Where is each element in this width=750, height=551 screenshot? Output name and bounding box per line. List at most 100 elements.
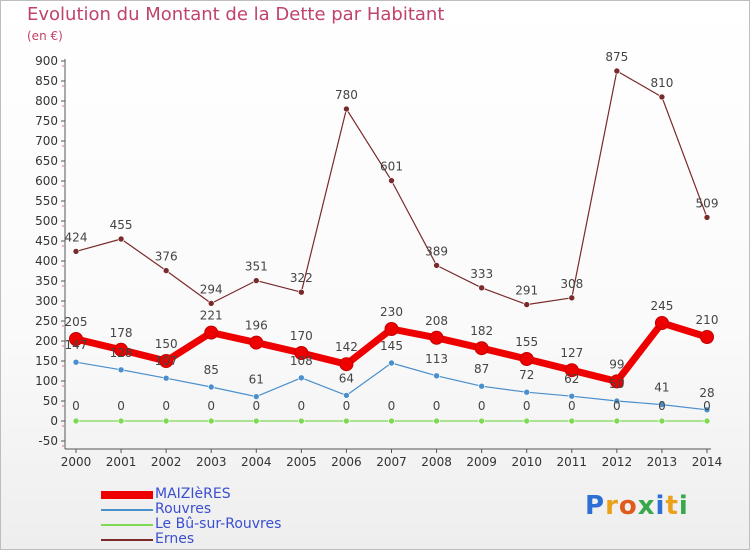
data-label: 0 [252,399,260,413]
x-tick-label: 2010 [511,455,542,469]
data-point [204,325,219,340]
data-label: 0 [613,399,621,413]
data-point [298,417,305,425]
data-label: 0 [568,399,576,413]
data-point [159,354,174,368]
logo-letter: t [665,491,679,521]
y-tick-label: 900 [35,54,58,68]
data-point [658,417,666,425]
legend-swatch [101,508,153,511]
logo-letter: r [605,491,619,521]
data-point [433,262,440,269]
data-label: 245 [650,299,673,313]
logo-letter: P [585,491,606,521]
x-tick-label: 2011 [557,455,588,469]
data-point [700,330,714,344]
legend-label: Rouvres [155,501,212,517]
data-label: 0 [523,399,531,413]
y-tick-label: 0 [50,414,58,428]
y-tick-label: 300 [35,294,58,308]
y-tick-label: 200 [35,334,58,348]
x-tick-label: 2001 [106,455,137,469]
data-label: 196 [245,319,268,333]
data-point [523,388,531,396]
data-label: 64 [339,371,354,385]
data-label: 0 [388,399,396,413]
data-point [117,235,125,243]
data-label: 333 [470,267,493,281]
y-tick-label: 500 [35,214,58,228]
x-tick-label: 2005 [286,455,317,469]
legend-item-rouvres: Rouvres [101,502,281,517]
y-tick-label: 50 [43,394,58,408]
data-point [207,300,215,307]
data-point [703,406,711,414]
data-label: 145 [380,339,403,353]
data-point [298,288,305,296]
proxiti-logo: Proxiti [585,491,689,521]
data-label: 0 [343,399,351,413]
data-point [388,359,395,367]
data-point [429,330,444,345]
data-label: 108 [290,354,313,368]
data-label: 99 [609,357,624,371]
data-point [523,301,531,308]
legend-item-maizieres: MAIZIèRES [101,487,281,502]
legend-item-le-bu-sur-rouvres: Le Bû-sur-Rouvres [101,517,281,532]
data-label: 0 [658,399,666,413]
logo-letter: x [637,491,656,521]
data-label: 128 [110,346,133,360]
x-tick-label: 2012 [602,455,633,469]
legend-label: Le Bû-sur-Rouvres [155,516,282,532]
data-label: 875 [605,50,628,64]
data-point [658,93,666,101]
y-tick-label: 100 [35,374,58,388]
data-label: 0 [117,399,125,413]
data-point [343,417,350,425]
data-point [343,105,350,113]
data-label: 208 [425,314,448,328]
data-point [609,374,624,389]
series-line [75,70,708,306]
x-tick-label: 2000 [61,455,92,469]
data-label: 155 [515,335,538,349]
data-point [613,397,621,405]
logo-letter: i [678,491,689,521]
data-point [384,322,399,336]
x-tick-label: 2007 [376,455,407,469]
data-point [162,417,170,425]
data-point [72,248,80,255]
data-label: 72 [519,368,534,382]
data-point [252,417,260,425]
data-label: 0 [703,399,711,413]
data-point [433,372,440,380]
data-point [703,417,711,425]
data-label: 780 [335,88,358,102]
data-label: 230 [380,305,403,319]
y-tick-label: 750 [35,114,58,128]
data-label: 0 [478,399,486,413]
data-point [564,363,579,378]
data-label: 210 [696,313,719,327]
x-tick-label: 2008 [421,455,452,469]
data-label: 308 [560,277,583,291]
data-point [523,417,531,425]
y-tick-label: 550 [35,194,58,208]
y-tick-label: 700 [35,134,58,148]
data-point [207,417,215,425]
data-point [252,393,260,400]
data-point [433,417,440,425]
data-point [568,294,576,302]
y-tick-label: 850 [35,74,58,88]
data-label: 50 [609,377,624,391]
data-point [69,332,83,346]
x-tick-label: 2003 [196,455,227,469]
y-tick-label: 400 [35,254,58,268]
data-point [388,417,395,425]
data-label: 113 [425,352,448,366]
y-tick-label: 150 [35,354,58,368]
data-point [568,392,576,400]
y-tick-label: 250 [35,314,58,328]
